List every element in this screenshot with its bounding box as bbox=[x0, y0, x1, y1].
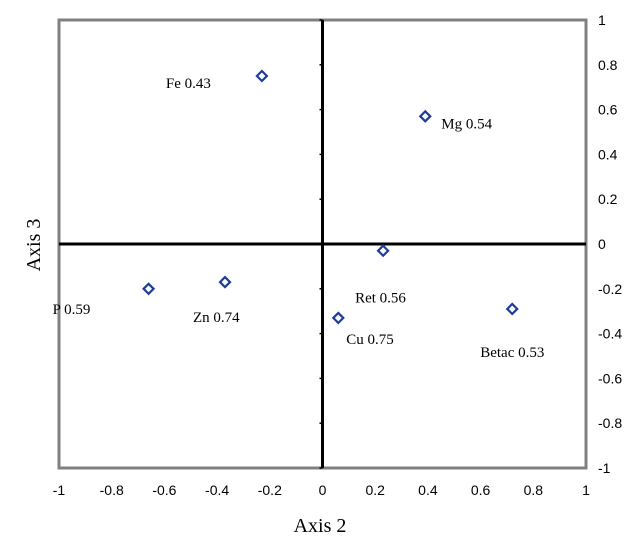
y-tick-label: 1 bbox=[598, 12, 606, 28]
x-tick-label: 0.2 bbox=[365, 482, 385, 498]
data-label: Fe 0.43 bbox=[166, 76, 211, 92]
y-tick-label: 0.8 bbox=[598, 57, 618, 73]
data-point bbox=[218, 275, 232, 289]
y-tick-label: 0.6 bbox=[598, 102, 618, 118]
y-tick-label: -0.6 bbox=[598, 370, 622, 386]
y-tick-label: -1 bbox=[598, 460, 611, 476]
data-label: Cu 0.75 bbox=[346, 332, 394, 348]
x-tick-label: 0 bbox=[319, 482, 327, 498]
x-tick-label: -1 bbox=[53, 482, 66, 498]
data-label: Betac 0.53 bbox=[480, 345, 544, 361]
data-label: P 0.59 bbox=[53, 302, 91, 318]
y-tick-label: 0 bbox=[598, 236, 606, 252]
data-point bbox=[255, 69, 269, 83]
y-tick-label: 0.2 bbox=[598, 191, 618, 207]
x-axis-title: Axis 2 bbox=[294, 515, 347, 537]
x-tick-label: -0.2 bbox=[258, 482, 282, 498]
x-tick-label: -0.6 bbox=[152, 482, 176, 498]
data-labels: Fe 0.43 Mg 0.54 Ret 0.56 P 0.59 Zn 0.74 Cu 0.… bbox=[53, 76, 545, 361]
y-tick-labels: 1 0.8 0.6 0.4 0.2 0 -0.2 -0.4 -0.6 -0.8 -1 bbox=[598, 12, 622, 476]
data-label: Mg 0.54 bbox=[441, 116, 492, 132]
x-tick-label: -0.8 bbox=[100, 482, 124, 498]
y-tick-label: -0.4 bbox=[598, 326, 622, 342]
data-label: Ret 0.56 bbox=[355, 291, 406, 307]
y-tick-label: -0.8 bbox=[598, 415, 622, 431]
x-tick-label: 0.8 bbox=[524, 482, 544, 498]
x-tick-label: -0.4 bbox=[205, 482, 229, 498]
y-tick-marks-left bbox=[319, 19, 323, 469]
data-point bbox=[505, 302, 519, 316]
data-label: Zn 0.74 bbox=[193, 310, 240, 326]
data-point bbox=[331, 311, 345, 325]
x-tick-label: 0.4 bbox=[418, 482, 438, 498]
x-tick-label: 0.6 bbox=[471, 482, 491, 498]
y-tick-label: 0.4 bbox=[598, 146, 618, 162]
y-axis-title: Axis 3 bbox=[23, 219, 45, 272]
data-point bbox=[142, 282, 156, 296]
data-point bbox=[376, 244, 390, 258]
x-tick-label: 1 bbox=[582, 482, 590, 498]
x-tick-labels: -1 -0.8 -0.6 -0.4 -0.2 0 0.2 0.4 0.6 0.8 1 bbox=[53, 482, 590, 498]
data-point bbox=[418, 109, 432, 123]
data-points bbox=[142, 69, 519, 325]
y-tick-label: -0.2 bbox=[598, 281, 622, 297]
